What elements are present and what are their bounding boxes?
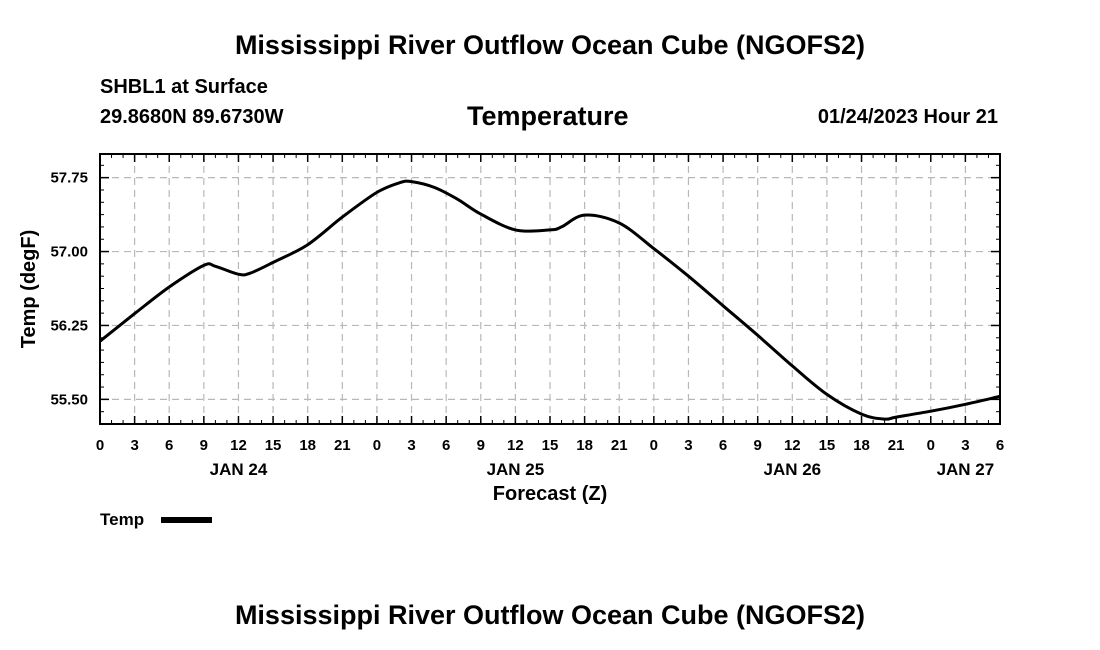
x-tick-label: 0 [927,437,935,454]
x-tick-label: 3 [961,437,969,454]
forecast-timestamp: 01/24/2023 Hour 21 [817,106,998,128]
x-tick-label: 12 [507,437,524,454]
y-tick-label: 57.75 [50,170,88,187]
y-tick-label: 56.25 [50,317,88,334]
x-tick-label: 0 [650,437,658,454]
y-axis-title: Temp (degF) [18,230,40,349]
variable-title: Temperature [467,101,629,131]
x-tick-label: 18 [299,437,316,454]
x-tick-label: 9 [477,437,485,454]
y-tick-label: 57.00 [50,244,88,261]
x-date-label: JAN 25 [487,460,545,479]
footer-title: Mississippi River Outflow Ocean Cube (NG… [234,600,866,630]
x-tick-label: 18 [853,437,870,454]
x-tick-label: 21 [334,437,351,454]
x-date-label: JAN 24 [210,460,268,479]
x-date-label: JAN 26 [763,460,821,479]
x-tick-label: 3 [684,437,692,454]
legend-line-swatch [161,517,212,523]
x-tick-label: 12 [784,437,801,454]
x-tick-label: 9 [754,437,762,454]
plot-frame [99,153,1001,425]
x-axis-title: Forecast (Z) [493,483,607,505]
x-tick-label: 0 [96,437,104,454]
chart-main-title: Mississippi River Outflow Ocean Cube (NG… [234,30,866,60]
x-date-label: JAN 27 [937,460,995,479]
x-tick-label: 3 [407,437,415,454]
x-tick-label: 12 [230,437,247,454]
x-tick-label: 6 [165,437,173,454]
x-tick-label: 21 [611,437,628,454]
x-tick-label: 6 [442,437,450,454]
x-tick-label: 15 [542,437,559,454]
legend-label: Temp [100,510,145,529]
x-tick-label: 9 [200,437,208,454]
x-tick-label: 3 [130,437,138,454]
x-tick-label: 6 [996,437,1004,454]
x-tick-label: 18 [576,437,593,454]
x-tick-label: 21 [888,437,905,454]
axis-labels: 0 3 6 9 12 15 18 21 0 3 6 9 12 15 18 21 0 3 6 9 12 15 18 21 0 3 6J… [50,170,1004,479]
x-tick-label: 15 [819,437,836,454]
station-label: SHBL1 at Surface [100,76,268,98]
x-tick-label: 15 [265,437,282,454]
y-tick-label: 55.50 [50,391,88,408]
station-coordinates: 29.8680N 89.6730W [100,106,284,128]
temp-series-line [99,179,1001,421]
x-tick-label: 0 [373,437,381,454]
x-tick-label: 6 [719,437,727,454]
series-layer [99,179,1001,421]
grid-lines [100,154,1000,424]
